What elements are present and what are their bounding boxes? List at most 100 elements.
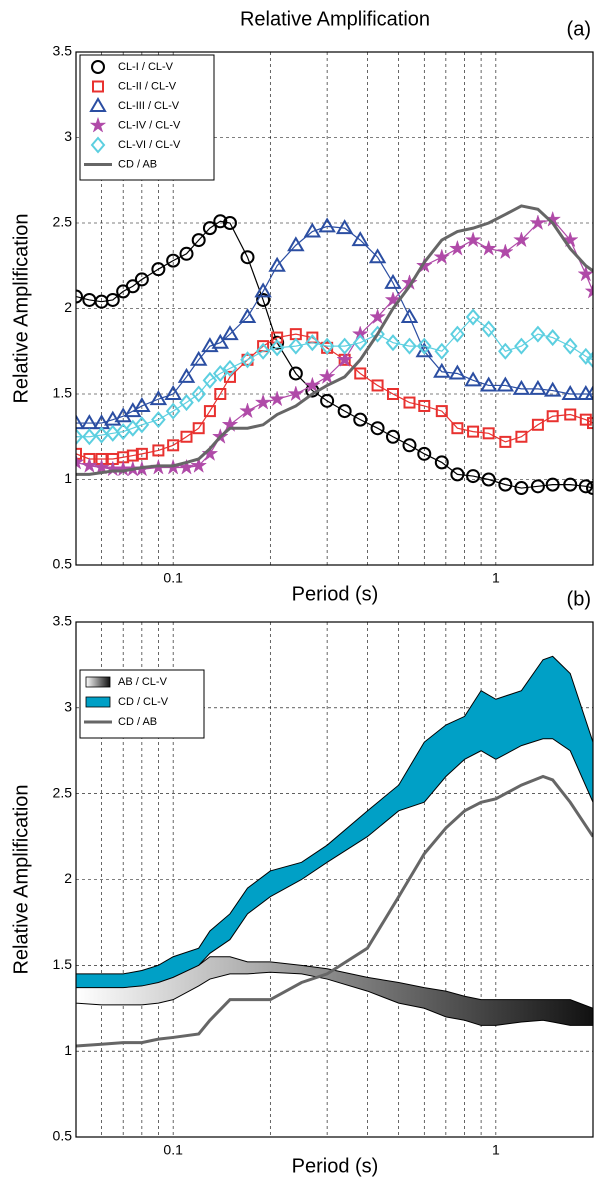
marker	[213, 214, 228, 229]
marker	[335, 219, 354, 235]
marker	[76, 453, 85, 470]
marker	[318, 368, 336, 385]
marker	[467, 425, 480, 438]
marker	[212, 364, 228, 383]
marker	[514, 481, 529, 496]
marker	[435, 405, 448, 418]
marker	[545, 329, 560, 347]
marker	[529, 379, 547, 395]
marker	[450, 467, 465, 482]
marker	[352, 334, 368, 352]
marker	[179, 246, 194, 261]
marker	[164, 385, 182, 400]
y-tick-label: 1.5	[53, 956, 73, 972]
legend-marker	[91, 60, 105, 74]
legend-label: CL-VI / CL-V	[118, 139, 181, 151]
marker	[222, 216, 237, 230]
marker	[418, 399, 431, 412]
marker	[151, 411, 166, 429]
legend-swatch	[85, 676, 111, 688]
marker	[545, 477, 560, 492]
marker	[514, 337, 529, 355]
data-layer	[76, 204, 593, 496]
marker	[80, 456, 98, 473]
marker	[384, 291, 402, 308]
marker	[584, 282, 593, 299]
marker	[94, 426, 109, 444]
band	[76, 956, 593, 1026]
x-axis-label: Period (s)	[292, 583, 379, 605]
legend-swatch	[85, 696, 111, 708]
marker	[221, 325, 239, 341]
marker	[223, 370, 236, 383]
marker	[201, 445, 219, 461]
x-tick-label: 1	[492, 570, 500, 586]
chart-title: Relative Amplification	[240, 8, 430, 30]
series-line	[76, 220, 593, 489]
marker	[403, 396, 416, 409]
marker	[134, 272, 149, 287]
marker	[337, 404, 352, 419]
marker	[303, 222, 322, 238]
y-tick-label: 2.5	[53, 214, 73, 230]
marker	[402, 337, 417, 355]
marker	[152, 444, 165, 457]
marker	[530, 479, 545, 494]
marker	[336, 350, 354, 367]
marker	[305, 334, 320, 352]
legend-marker	[90, 136, 106, 154]
marker	[402, 438, 417, 453]
marker	[434, 455, 449, 470]
marker	[515, 430, 528, 443]
marker	[238, 308, 257, 324]
marker	[179, 394, 194, 412]
legend-label: CL-I / CL-V	[118, 61, 174, 73]
marker	[584, 385, 593, 400]
marker	[480, 239, 498, 256]
marker	[416, 337, 432, 355]
marker	[433, 362, 451, 378]
marker	[320, 393, 335, 408]
y-tick-label: 3.5	[53, 613, 73, 629]
marker	[529, 214, 547, 231]
marker	[370, 325, 385, 343]
marker	[318, 217, 336, 233]
marker	[531, 418, 544, 431]
marker	[189, 350, 208, 366]
legend-marker	[92, 80, 104, 93]
series-line	[76, 774, 593, 1048]
marker	[546, 410, 559, 423]
marker	[192, 422, 205, 435]
legend: CL-I / CL-V CL-II / CL-V CL-III / CL-V CL-I…	[79, 54, 215, 181]
y-tick-label: 3	[64, 699, 72, 715]
marker	[562, 337, 578, 355]
marker	[561, 231, 579, 248]
x-tick-label: 1	[492, 1142, 500, 1158]
marker	[240, 351, 255, 369]
marker	[499, 435, 512, 448]
marker	[303, 376, 321, 393]
y-tick-label: 3	[64, 128, 72, 144]
marker	[191, 385, 207, 403]
marker	[203, 405, 216, 418]
marker	[125, 279, 140, 294]
marker	[496, 243, 514, 260]
series-line	[76, 333, 593, 460]
y-axis-label: Relative Amplification	[10, 784, 32, 974]
panel-label: (a)	[567, 18, 591, 40]
marker	[268, 256, 286, 272]
marker	[512, 231, 530, 248]
marker	[417, 446, 432, 461]
marker	[400, 308, 419, 324]
marker	[479, 376, 498, 392]
marker	[466, 469, 481, 484]
marker	[202, 221, 217, 236]
legend-label: CL-III / CL-V	[118, 100, 180, 112]
marker	[449, 239, 466, 256]
marker	[578, 479, 593, 494]
marker	[353, 412, 368, 427]
marker	[211, 333, 230, 349]
legend-label: CD / AB	[118, 158, 157, 170]
marker	[498, 342, 513, 360]
